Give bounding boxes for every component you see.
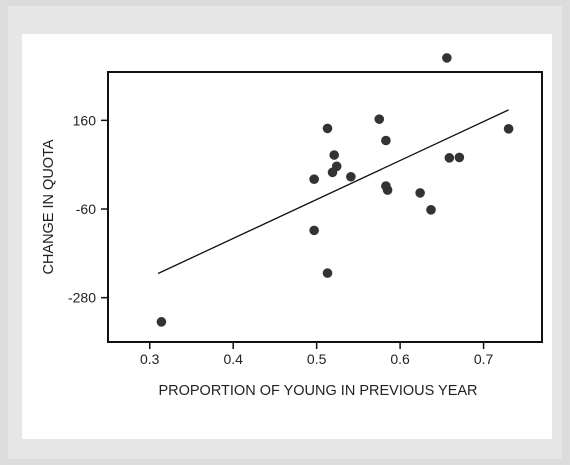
data-point <box>454 152 465 163</box>
x-axis-label: PROPORTION OF YOUNG IN PREVIOUS YEAR <box>158 383 477 399</box>
y-axis-label: CHANGE IN QUOTA <box>41 139 57 274</box>
data-point <box>374 114 385 124</box>
x-tick-label: 0.6 <box>390 351 410 367</box>
data-point <box>444 153 455 163</box>
data-point <box>381 135 391 146</box>
figure-paper <box>22 34 552 439</box>
x-tick-label: 0.7 <box>474 351 494 367</box>
data-points <box>156 53 514 327</box>
data-point <box>381 181 391 191</box>
trendline <box>157 109 509 275</box>
trendline-group <box>157 109 509 275</box>
data-point <box>309 174 319 184</box>
x-tick-label: 0.4 <box>223 351 243 367</box>
data-point <box>346 171 356 182</box>
data-point <box>156 317 167 327</box>
plot-area-frame <box>107 71 543 343</box>
data-point <box>322 123 333 134</box>
data-point <box>503 124 514 134</box>
data-point <box>329 150 339 160</box>
data-point <box>309 225 319 236</box>
axis-ticks: 0.3 0.4 0.5 0.6 0.7 160 -60 -280 <box>68 112 494 367</box>
y-tick-label: -280 <box>68 290 96 306</box>
data-point <box>322 268 333 278</box>
data-point <box>442 53 452 63</box>
data-point <box>426 205 436 215</box>
data-point <box>327 167 338 178</box>
data-point <box>415 188 425 198</box>
x-tick-label: 0.3 <box>140 351 160 367</box>
x-tick-label: 0.5 <box>307 351 327 367</box>
y-tick-label: 160 <box>73 112 97 128</box>
y-tick-label: -60 <box>76 201 96 217</box>
